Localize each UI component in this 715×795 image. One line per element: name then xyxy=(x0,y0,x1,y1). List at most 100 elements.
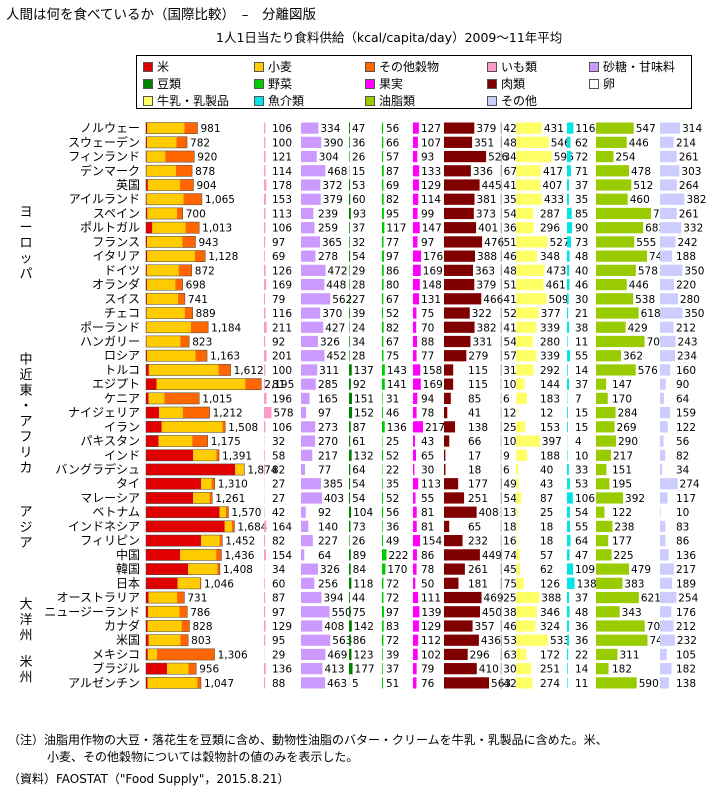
value-label: 287 xyxy=(540,208,560,220)
value-label: 87 xyxy=(353,422,366,434)
bar-果実 xyxy=(413,321,417,333)
value-label: 269 xyxy=(617,422,637,434)
bar-肉類 xyxy=(444,478,459,490)
bar-油脂類 xyxy=(596,278,627,291)
value-label: 36 xyxy=(352,137,366,149)
bar-米 xyxy=(146,250,148,262)
value-label: 5 xyxy=(352,678,359,690)
value-label: 160 xyxy=(676,365,696,377)
bar-果実 xyxy=(413,677,417,689)
value-label: 46 xyxy=(503,621,517,633)
value-label: 142 xyxy=(354,621,374,633)
bar-その他 xyxy=(660,378,666,390)
value-label: 30 xyxy=(421,465,434,477)
value-label: 392 xyxy=(625,493,645,505)
bar-いも類 xyxy=(264,193,266,205)
bar-いも類 xyxy=(264,620,266,632)
bar-小麦 xyxy=(146,264,179,276)
value-label: 153 xyxy=(540,422,560,434)
bar-小麦 xyxy=(147,136,177,148)
value-label: 212 xyxy=(676,322,696,334)
bar-牛乳・乳製品 xyxy=(516,577,524,589)
bar-野菜 xyxy=(382,478,383,490)
value-label: 408 xyxy=(324,621,344,633)
value-label: 83 xyxy=(676,521,689,533)
grain-bar-outline xyxy=(145,392,200,405)
bar-油脂類 xyxy=(596,492,624,504)
value-label: 220 xyxy=(676,280,696,292)
value-label: 57 xyxy=(540,550,553,562)
value-label: 254 xyxy=(678,593,698,605)
grain-bar-outline xyxy=(145,435,208,447)
bar-野菜 xyxy=(382,634,384,646)
value-label: 71 xyxy=(575,166,588,178)
bar-油脂類 xyxy=(596,563,630,575)
grain-bar-outline xyxy=(145,449,220,462)
legend-item: いも類 xyxy=(487,58,537,75)
bar-油脂類 xyxy=(596,122,634,134)
value-label: 177 xyxy=(355,664,375,676)
bar-豆類 xyxy=(349,620,352,632)
value-label: 433 xyxy=(544,194,564,206)
grain-bar-outline xyxy=(145,549,222,561)
value-label: 104 xyxy=(353,507,373,519)
bar-豆類 xyxy=(349,463,351,476)
bar-肉類 xyxy=(444,179,480,191)
bar-豆類 xyxy=(349,449,352,461)
value-label: 472 xyxy=(328,265,348,277)
value-label: 85 xyxy=(575,208,588,220)
value-label: 85 xyxy=(468,393,481,405)
bar-魚介類 xyxy=(567,350,571,362)
bar-砂糖・甘味料 xyxy=(301,122,319,134)
value-label: 14 xyxy=(575,365,589,377)
region-label-char: 洋 xyxy=(19,613,32,628)
bar-油脂類 xyxy=(596,293,634,305)
value-label: 138 xyxy=(577,578,597,590)
legend-item: 油脂類 xyxy=(365,92,415,109)
bar-米 xyxy=(146,620,148,632)
bar-砂糖・甘味料 xyxy=(301,222,315,234)
bar-果実 xyxy=(413,663,417,675)
category-label: ナイジェリア xyxy=(68,406,140,420)
bar-果実 xyxy=(413,506,417,518)
bar-豆類 xyxy=(349,478,351,490)
chart-title: 人間は何を食べているか（国際比較） – 分離図版 xyxy=(6,7,316,23)
bar-牛乳・乳製品 xyxy=(516,407,517,419)
value-label: 154 xyxy=(422,536,442,548)
bar-その他穀物 xyxy=(177,591,185,604)
bar-牛乳・乳製品 xyxy=(516,591,540,604)
bar-果実 xyxy=(413,563,417,575)
cereal-total-label: 1,261 xyxy=(215,493,245,505)
value-label: 105 xyxy=(676,649,696,661)
value-label: 429 xyxy=(628,322,648,334)
legend-swatch xyxy=(143,96,153,106)
value-label: 596 xyxy=(554,152,574,164)
bar-小麦 xyxy=(148,591,178,604)
bar-その他 xyxy=(660,606,672,618)
bar-牛乳・乳製品 xyxy=(516,150,552,163)
category-label: チェコ xyxy=(104,306,140,320)
bar-小麦 xyxy=(147,179,180,191)
bar-小麦 xyxy=(146,193,184,205)
bar-米 xyxy=(146,264,147,276)
bar-その他穀物 xyxy=(243,463,245,476)
value-label: 326 xyxy=(320,336,340,348)
bar-砂糖・甘味料 xyxy=(301,179,321,191)
bar-魚介類 xyxy=(567,378,570,390)
value-label: 88 xyxy=(421,336,434,348)
bar-肉類 xyxy=(444,321,475,333)
value-label: 55 xyxy=(575,521,588,533)
value-label: 78 xyxy=(421,564,434,576)
bar-その他 xyxy=(660,634,675,646)
legend-item: 小麦 xyxy=(254,58,292,75)
value-label: 115 xyxy=(468,365,488,377)
value-label: 77 xyxy=(386,237,399,249)
value-label: 527 xyxy=(550,237,570,249)
bar-米 xyxy=(146,663,167,675)
value-label: 51 xyxy=(504,237,517,249)
value-label: 72 xyxy=(575,152,588,164)
bar-肉類 xyxy=(444,606,480,618)
bar-油脂類 xyxy=(596,222,644,234)
legend-swatch xyxy=(143,79,153,89)
value-label: 81 xyxy=(272,379,285,391)
